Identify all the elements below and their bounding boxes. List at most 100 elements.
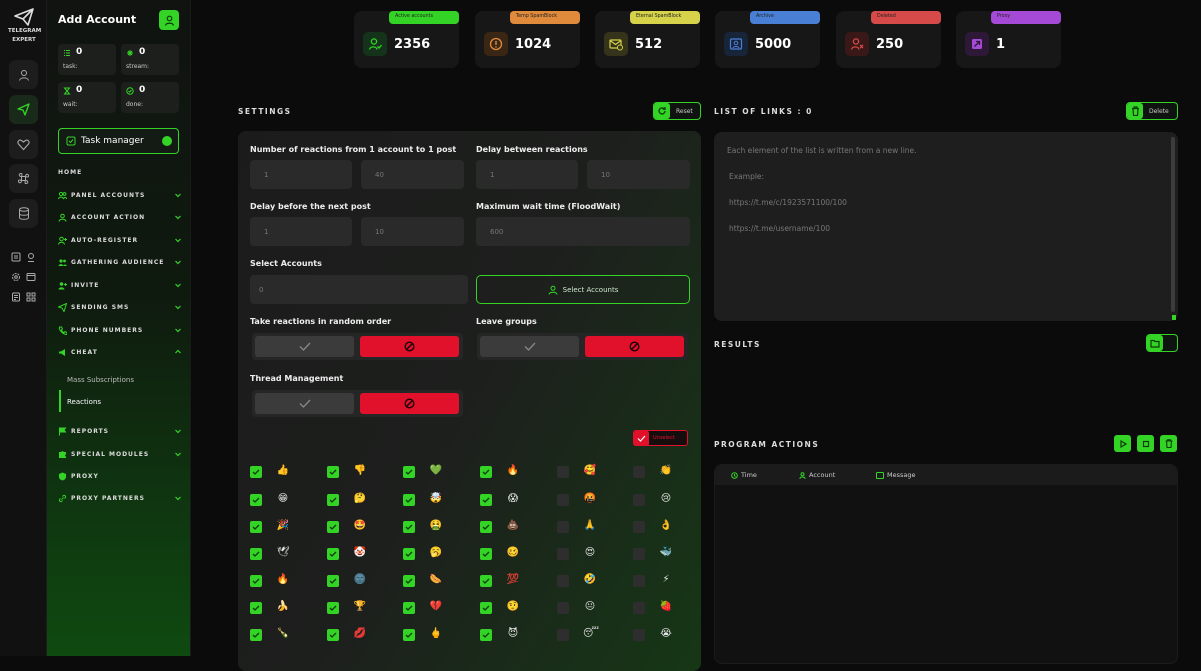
- reactions-min-input[interactable]: 1: [250, 160, 352, 189]
- kpi-active-accounts[interactable]: Active accounts 2356: [354, 11, 459, 68]
- reaction-checkbox[interactable]: [327, 494, 339, 506]
- reaction-checkbox[interactable]: [327, 521, 339, 533]
- docs-icon[interactable]: [10, 251, 21, 262]
- menu-proxy-partners[interactable]: PROXY PARTNERS: [58, 491, 182, 505]
- reaction-checkbox[interactable]: [557, 466, 569, 478]
- toggle-no[interactable]: [360, 393, 459, 414]
- window-icon[interactable]: [25, 271, 36, 282]
- reaction-checkbox[interactable]: [250, 602, 262, 614]
- rail-command-button[interactable]: [9, 164, 38, 193]
- resize-handle[interactable]: [1172, 315, 1176, 320]
- links-textarea[interactable]: Each element of the list is written from…: [714, 132, 1178, 321]
- random-order-toggle[interactable]: [252, 333, 463, 360]
- reaction-checkbox[interactable]: [633, 521, 645, 533]
- reaction-checkbox[interactable]: [557, 629, 569, 641]
- reaction-checkbox[interactable]: [480, 602, 492, 614]
- stop-button[interactable]: [1137, 435, 1154, 452]
- delete-links-button[interactable]: Delete: [1126, 102, 1178, 120]
- toggle-yes[interactable]: [480, 336, 579, 357]
- reaction-checkbox[interactable]: [403, 629, 415, 641]
- menu-reports[interactable]: REPORTS: [58, 424, 182, 438]
- reaction-checkbox[interactable]: [250, 575, 262, 587]
- column-message[interactable]: Message: [876, 471, 916, 479]
- reaction-checkbox[interactable]: [327, 548, 339, 560]
- column-account[interactable]: Account: [799, 471, 835, 479]
- reaction-checkbox[interactable]: [557, 575, 569, 587]
- reaction-checkbox[interactable]: [633, 575, 645, 587]
- floodwait-input[interactable]: 600: [476, 217, 690, 246]
- menu-special-modules[interactable]: SPECIAL MODULES: [58, 447, 182, 461]
- menu-phone-numbers[interactable]: PHONE NUMBERS: [58, 323, 182, 337]
- reaction-checkbox[interactable]: [250, 548, 262, 560]
- reaction-checkbox[interactable]: [250, 521, 262, 533]
- reaction-checkbox[interactable]: [480, 575, 492, 587]
- notes-icon[interactable]: [10, 291, 21, 302]
- kpi-proxy[interactable]: Proxy 1: [956, 11, 1061, 68]
- menu-invite[interactable]: INVITE: [58, 278, 182, 292]
- next-post-max-input[interactable]: 10: [361, 217, 464, 246]
- support-icon[interactable]: [25, 251, 36, 262]
- menu-cheat[interactable]: CHEAT: [58, 345, 182, 359]
- rail-send-button[interactable]: [9, 95, 38, 124]
- add-account-button[interactable]: [159, 10, 179, 30]
- reaction-checkbox[interactable]: [557, 602, 569, 614]
- reset-button[interactable]: Reset: [653, 102, 701, 120]
- reaction-checkbox[interactable]: [633, 548, 645, 560]
- reaction-checkbox[interactable]: [480, 548, 492, 560]
- reaction-checkbox[interactable]: [250, 466, 262, 478]
- play-button[interactable]: [1114, 435, 1131, 452]
- submenu-reactions[interactable]: Reactions: [67, 398, 102, 406]
- toggle-no[interactable]: [360, 336, 459, 357]
- reaction-checkbox[interactable]: [403, 521, 415, 533]
- reaction-checkbox[interactable]: [480, 466, 492, 478]
- open-results-button[interactable]: [1146, 334, 1178, 352]
- reaction-checkbox[interactable]: [327, 466, 339, 478]
- reaction-checkbox[interactable]: [250, 494, 262, 506]
- menu-panel-accounts[interactable]: PANEL ACCOUNTS: [58, 188, 182, 202]
- home-link[interactable]: HOME: [58, 169, 83, 176]
- reaction-checkbox[interactable]: [480, 629, 492, 641]
- kpi-eternal-spamblock[interactable]: Eternal SpamBlock 512: [595, 11, 700, 68]
- toggle-no[interactable]: [585, 336, 684, 357]
- reaction-checkbox[interactable]: [403, 466, 415, 478]
- kpi-archive[interactable]: Archive 5000: [715, 11, 820, 68]
- column-time[interactable]: Time: [731, 471, 757, 479]
- select-accounts-count[interactable]: 0: [250, 275, 468, 304]
- menu-account-action[interactable]: ACCOUNT ACTION: [58, 210, 182, 224]
- kpi-deleted[interactable]: Deleted 250: [836, 11, 941, 68]
- next-post-min-input[interactable]: 1: [250, 217, 352, 246]
- task-manager-button[interactable]: Task manager: [58, 128, 179, 154]
- toggle-yes[interactable]: [255, 336, 354, 357]
- leave-groups-toggle[interactable]: [477, 333, 688, 360]
- delay-max-input[interactable]: 10: [587, 160, 690, 189]
- reaction-checkbox[interactable]: [480, 521, 492, 533]
- app-logo[interactable]: TELEGRAM EXPERT: [8, 8, 41, 44]
- links-scrollbar[interactable]: [1171, 137, 1175, 312]
- toggle-yes[interactable]: [255, 393, 354, 414]
- apps-icon[interactable]: [25, 291, 36, 302]
- rail-favorite-button[interactable]: [9, 130, 38, 159]
- menu-auto-register[interactable]: AUTO-REGISTER: [58, 233, 182, 247]
- reaction-checkbox[interactable]: [250, 629, 262, 641]
- program-actions-table[interactable]: Time Account Message: [714, 464, 1178, 664]
- reaction-checkbox[interactable]: [403, 602, 415, 614]
- reaction-checkbox[interactable]: [327, 575, 339, 587]
- settings-icon[interactable]: [10, 271, 21, 282]
- reaction-checkbox[interactable]: [557, 548, 569, 560]
- reaction-checkbox[interactable]: [327, 629, 339, 641]
- reaction-checkbox[interactable]: [557, 521, 569, 533]
- rail-profile-button[interactable]: [9, 60, 38, 89]
- menu-sending-sms[interactable]: SENDING SMS: [58, 300, 182, 314]
- menu-gathering-audience[interactable]: GATHERING AUDIENCE: [58, 255, 182, 269]
- reactions-max-input[interactable]: 40: [361, 160, 464, 189]
- kpi-temp-spamblock[interactable]: Temp SpamBlock 1024: [475, 11, 580, 68]
- reaction-checkbox[interactable]: [633, 494, 645, 506]
- thread-management-toggle[interactable]: [252, 390, 463, 417]
- reaction-checkbox[interactable]: [633, 629, 645, 641]
- unselect-button[interactable]: Unselect: [633, 430, 688, 446]
- rail-database-button[interactable]: [9, 199, 38, 228]
- reaction-checkbox[interactable]: [403, 575, 415, 587]
- reaction-checkbox[interactable]: [633, 602, 645, 614]
- reaction-checkbox[interactable]: [633, 466, 645, 478]
- clear-actions-button[interactable]: [1160, 435, 1177, 452]
